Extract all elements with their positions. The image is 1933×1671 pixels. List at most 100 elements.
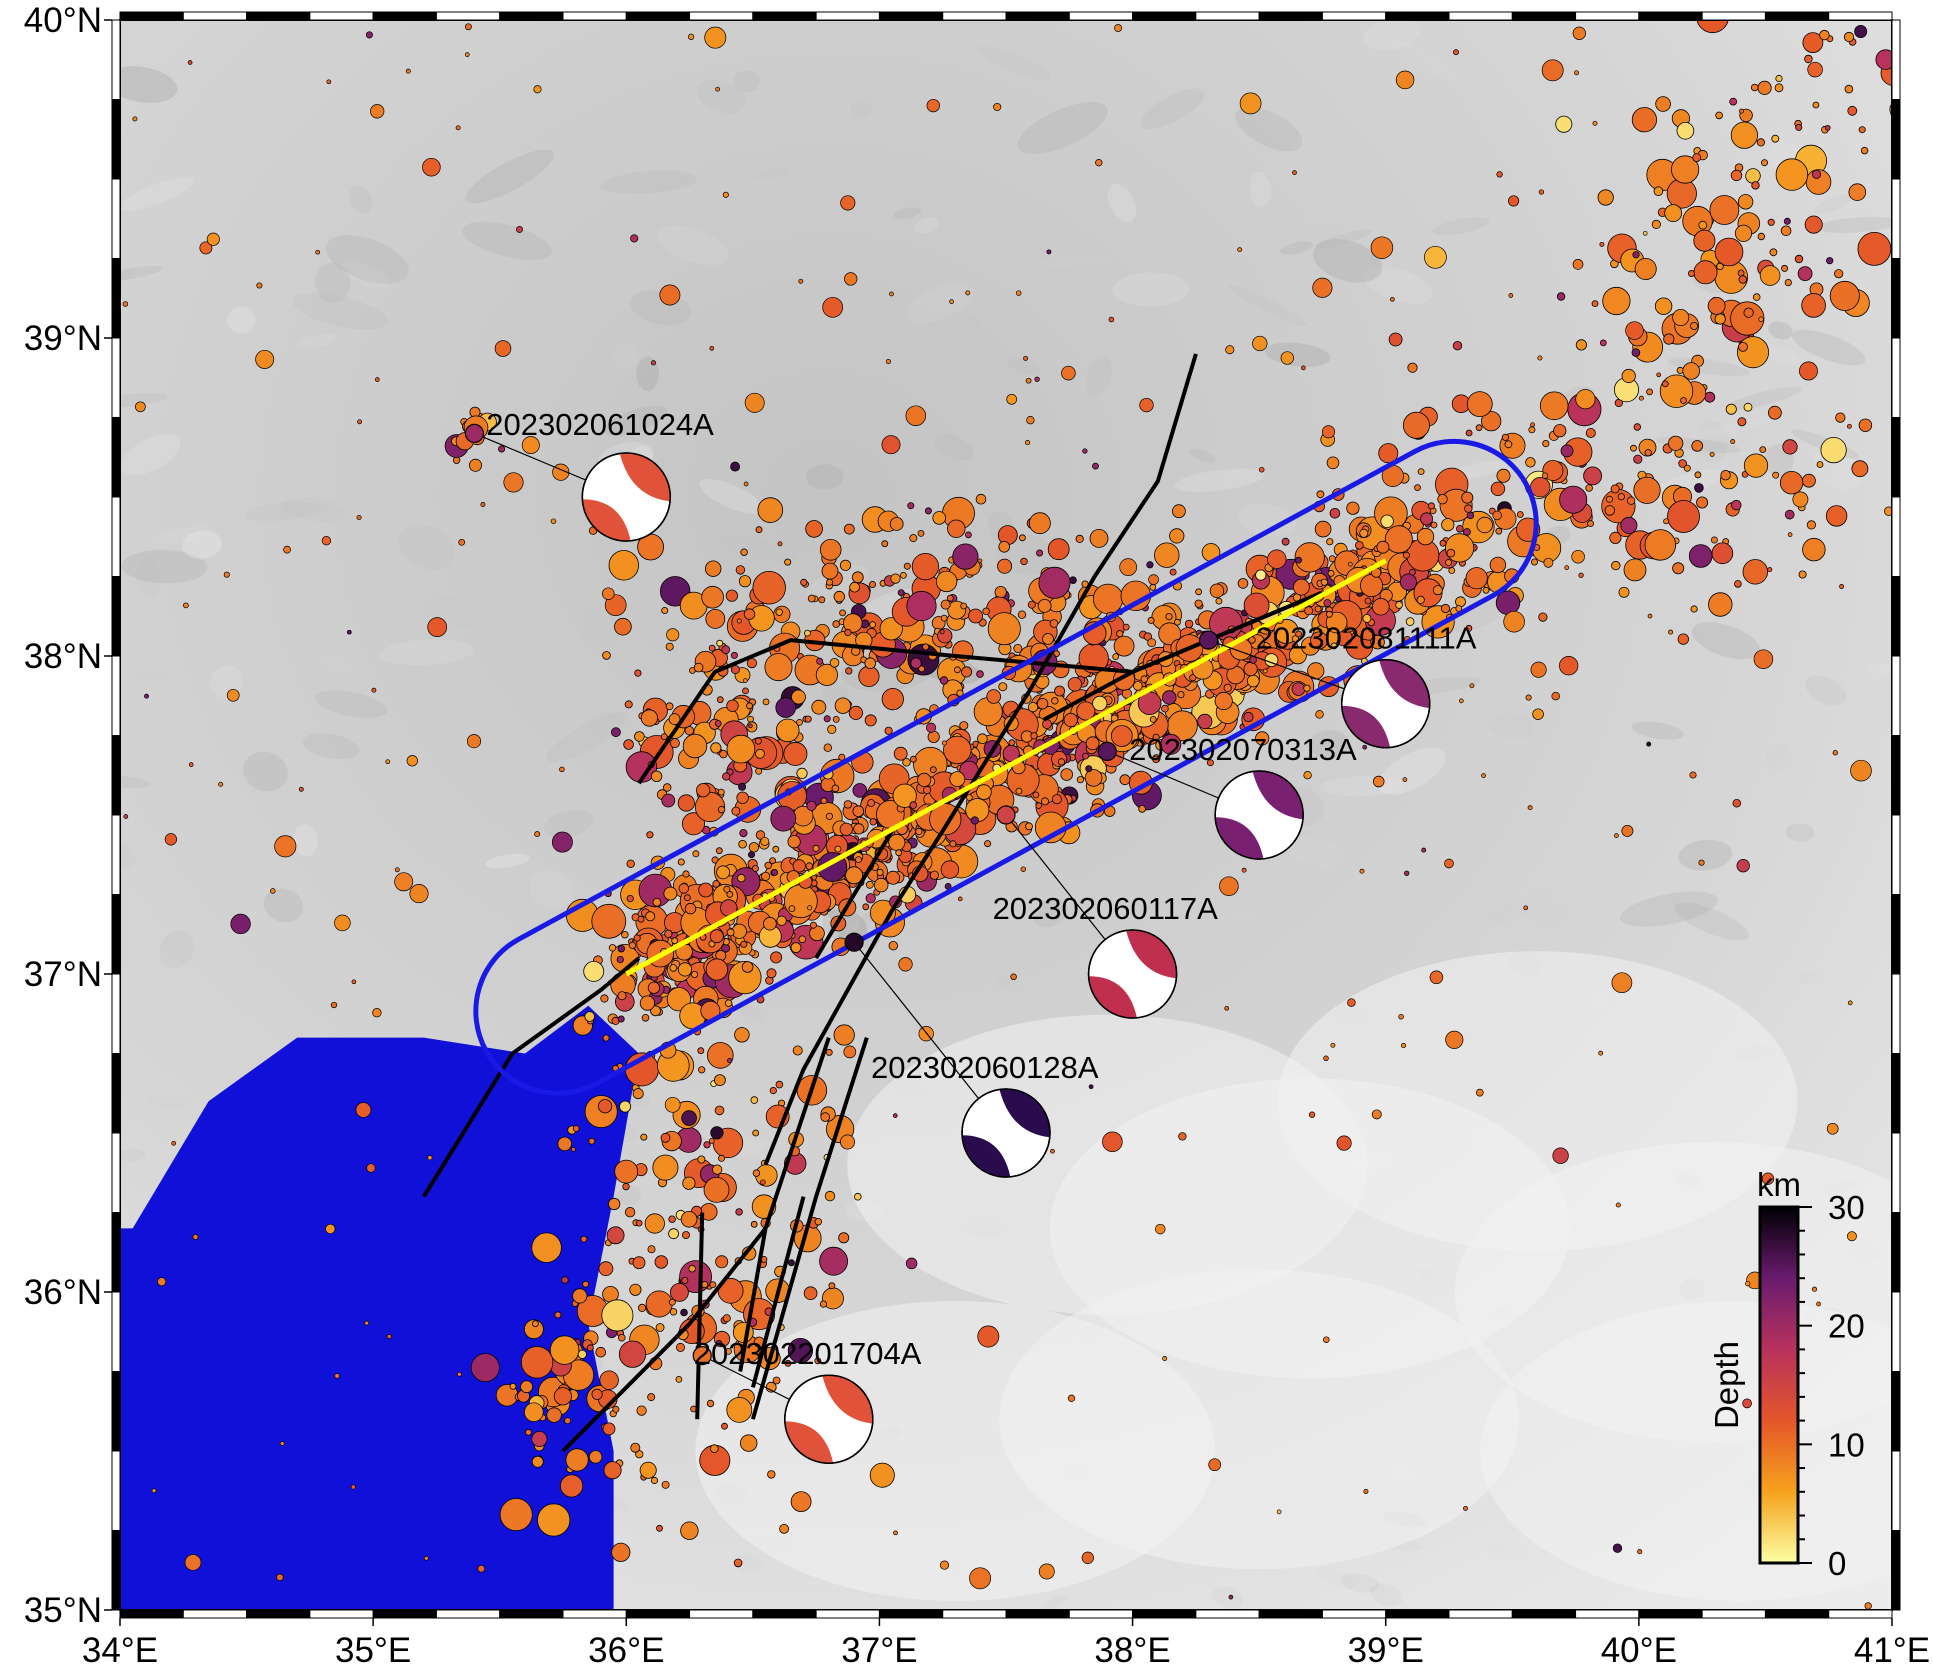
event-epicenter [844, 932, 864, 952]
epicenter [608, 944, 617, 952]
epicenter [903, 562, 911, 570]
focal-mechanism-202302061024A[interactable]: 202302061024A [464, 407, 714, 542]
epicenter [1046, 249, 1052, 255]
epicenter [666, 628, 680, 642]
epicenter [1745, 1280, 1751, 1287]
epicenter [1620, 516, 1638, 534]
epicenter [1281, 537, 1290, 546]
epicenter [1704, 391, 1716, 403]
epicenter [1799, 361, 1818, 381]
epicenter [595, 1346, 606, 1358]
epicenter [1719, 4, 1725, 10]
epicenter [630, 234, 639, 243]
epicenter [1421, 847, 1427, 853]
epicenter [520, 1380, 533, 1394]
epicenter [385, 759, 391, 765]
epicenter [1160, 733, 1182, 755]
epicenter [256, 282, 263, 289]
epicenter [709, 345, 715, 351]
frame-segment [111, 1530, 121, 1611]
epicenter [1475, 1088, 1484, 1097]
epicenter [656, 1524, 663, 1532]
epicenter [1453, 49, 1459, 56]
epicenter [1508, 195, 1520, 207]
epicenter [1376, 540, 1390, 554]
epicenter [957, 896, 963, 902]
epicenter [494, 340, 512, 357]
epicenter [915, 827, 923, 836]
epicenter [738, 782, 747, 791]
epicenter [703, 1177, 730, 1203]
epicenter [1416, 527, 1435, 546]
frame-segment [111, 258, 121, 339]
epicenter [1291, 635, 1300, 643]
epicenter [1063, 712, 1078, 728]
epicenter [986, 689, 1001, 704]
epicenter [1647, 613, 1653, 619]
epicenter [676, 1342, 686, 1352]
epicenter [833, 1024, 855, 1046]
event-label: 202302060117A [993, 891, 1219, 926]
epicenter [1051, 697, 1059, 705]
epicenter [325, 1223, 336, 1235]
epicenter [634, 669, 642, 677]
epicenter [614, 1159, 639, 1184]
epicenter [910, 755, 917, 763]
frame-segment [372, 11, 437, 21]
focal-mechanism-202302201704A[interactable]: 202302201704A [692, 1336, 922, 1464]
epicenter [1804, 54, 1813, 64]
relief-patch [120, 392, 167, 408]
relief-patch [1312, 239, 1383, 283]
epicenter [1184, 619, 1194, 629]
epicenter [727, 1058, 733, 1064]
epicenter [714, 720, 722, 727]
relief-patch [1674, 902, 1749, 941]
epicenter [1709, 451, 1715, 457]
focal-mechanism-202302060128A[interactable]: 202302060128A [844, 932, 1099, 1178]
epicenter [1015, 787, 1023, 795]
compressional-quadrant [784, 1421, 834, 1464]
epicenter [696, 783, 711, 798]
epicenter [940, 599, 951, 610]
epicenter [809, 925, 825, 942]
epicenter [366, 1163, 376, 1173]
epicenter [1523, 905, 1529, 911]
epicenter [1820, 436, 1847, 464]
epicenter [409, 884, 429, 904]
epicenter [422, 157, 441, 177]
epicenter [1008, 739, 1016, 747]
frame-segment [752, 11, 817, 21]
epicenter [1530, 422, 1536, 428]
epicenter [715, 86, 720, 92]
epicenter [760, 871, 771, 881]
epicenter [270, 888, 276, 894]
frame-segment [689, 11, 754, 21]
relief-patch [121, 549, 208, 584]
epicenter [1850, 759, 1872, 782]
epicenter [832, 620, 840, 628]
epicenter [1169, 528, 1185, 544]
focal-mechanism-202302070313A[interactable]: 202302070313A [1097, 732, 1357, 860]
epicenter [1148, 574, 1159, 585]
epicenter [1683, 464, 1691, 472]
epicenter [784, 558, 792, 566]
relief-patch [1815, 216, 1892, 234]
epicenter [814, 1217, 822, 1226]
epicenter [623, 739, 634, 750]
focal-mechanism-202302060117A[interactable]: 202302060117A [993, 805, 1219, 1019]
epicenter [1602, 286, 1631, 316]
epicenter [531, 1232, 562, 1263]
epicenter [206, 232, 220, 246]
epicenter [796, 767, 808, 780]
frame-segment [499, 11, 564, 21]
relief-patch [227, 306, 256, 334]
epicenter [1329, 507, 1341, 519]
fault-traces [422, 353, 1324, 1453]
epicenter [1775, 74, 1783, 83]
epicenter [968, 608, 983, 624]
frame-segment [1891, 258, 1901, 339]
frame-segment [111, 19, 121, 100]
focal-mechanism-202302081111A[interactable]: 202302081111A [1198, 621, 1477, 749]
epicenter [790, 942, 802, 953]
y-tick-label: 37°N [24, 955, 102, 994]
